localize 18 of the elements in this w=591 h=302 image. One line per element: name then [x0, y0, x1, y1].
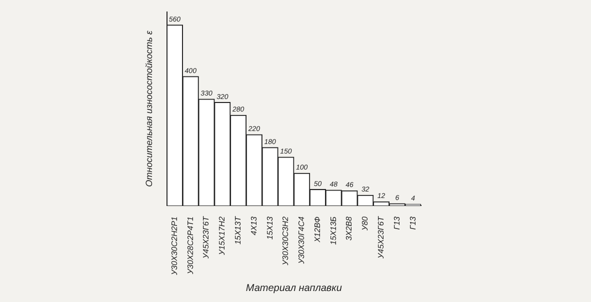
x-tick-label: 3Х2В8	[344, 216, 354, 241]
x-tick-label: Х12ВФ	[312, 216, 322, 244]
x-axis-title: Материал наплавки	[246, 282, 342, 294]
y-axis-title: Относительная износостойкость ε	[144, 30, 154, 187]
x-tick-label: Г13	[392, 216, 402, 230]
x-tick-label: У45Х23Г6Т	[376, 215, 386, 260]
x-tick-label: 4Х13	[249, 216, 258, 236]
x-tick-label: У30Х30С3Н2	[281, 216, 290, 266]
x-tick-label: У45Х23Г6Т	[202, 215, 211, 260]
x-tick-label: У80	[360, 216, 370, 232]
x-tick-label: Г13	[408, 216, 418, 230]
x-tick-label: У30Х30Г4С4	[297, 216, 306, 265]
x-tick-label: 15Х13	[265, 216, 274, 240]
x-tick-label: У30Х30С2Н2Р1	[170, 216, 179, 276]
x-tick-label: У15Х17Н2	[218, 216, 227, 256]
x-tick-label: 15Х13Б	[328, 216, 338, 245]
x-tick-label: 15Х13Т	[234, 215, 243, 245]
x-tick-label: У30Х28С2Р4Т1	[186, 216, 195, 276]
